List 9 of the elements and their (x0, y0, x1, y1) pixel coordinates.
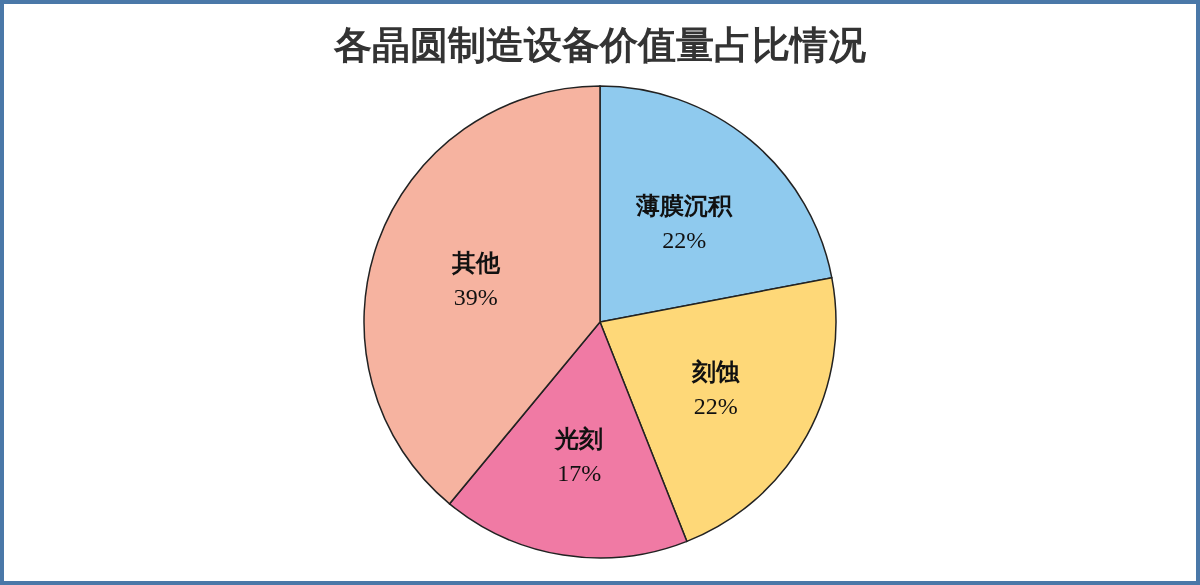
data-label: 22% (693, 392, 738, 419)
chart-title: 各晶圆制造设备价值量占比情况 (333, 24, 866, 66)
slice-label: 刻蚀 (690, 358, 740, 385)
data-label: 22% (662, 227, 707, 254)
slice-label: 薄膜沉积 (635, 193, 734, 220)
data-label: 39% (453, 284, 498, 311)
data-label: 17% (557, 459, 602, 486)
slice-label: 其他 (450, 250, 501, 277)
slice-label: 光刻 (554, 425, 604, 452)
